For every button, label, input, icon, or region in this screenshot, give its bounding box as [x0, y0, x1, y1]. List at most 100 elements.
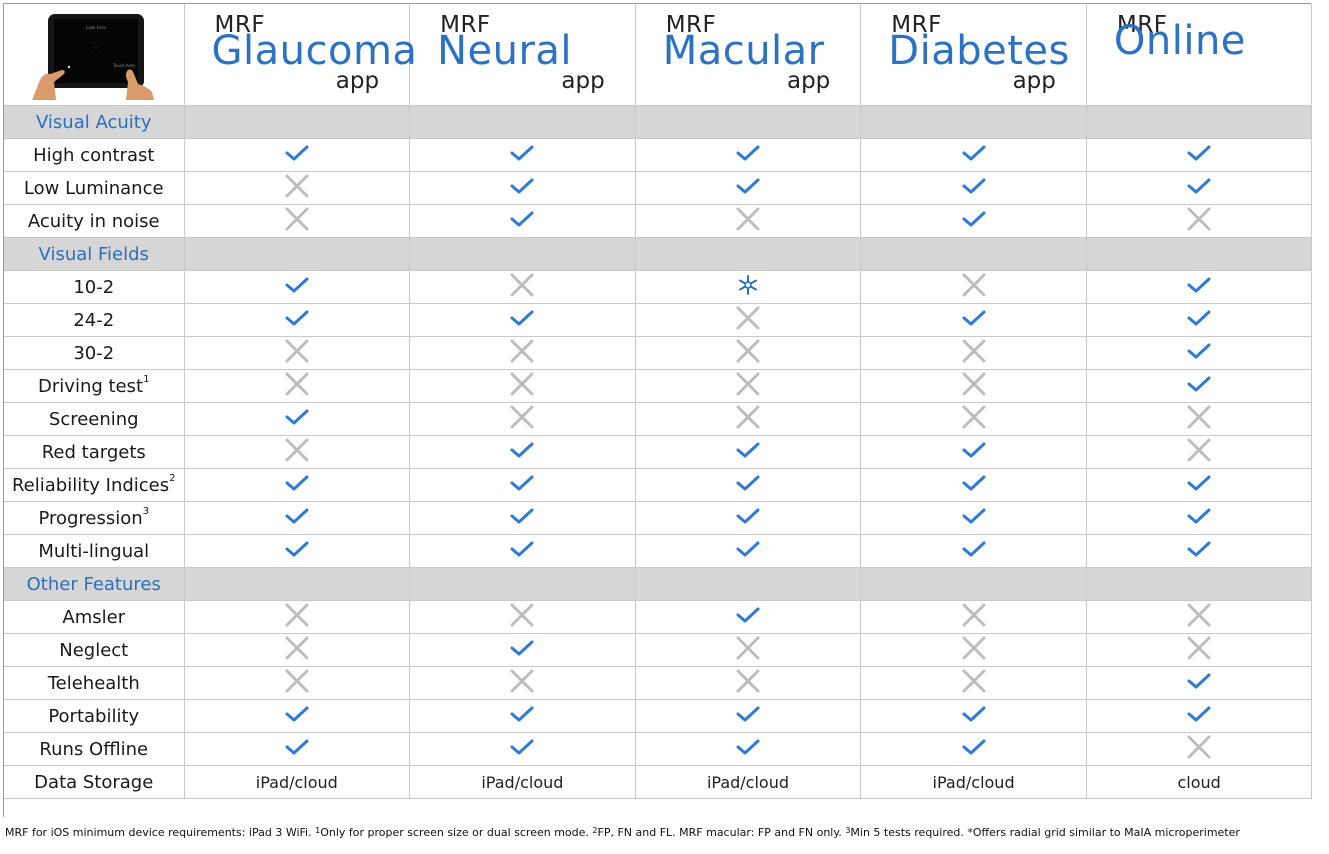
- check-icon: [1187, 310, 1211, 325]
- check-icon: [285, 541, 309, 556]
- feature-value-cell: [409, 270, 636, 304]
- feature-value-cell: [409, 369, 636, 403]
- feature-value-cell: [184, 435, 411, 469]
- feature-value-cell: [184, 204, 411, 238]
- feature-row: Amsler: [4, 600, 1313, 634]
- section-fill-cell: [1086, 567, 1313, 601]
- feature-value-cell: [1086, 204, 1313, 238]
- feature-label-cell: Low Luminance: [4, 171, 185, 205]
- comparison-table-frame: Look here + Touch here MRF Glaucoma app: [3, 3, 1313, 817]
- check-icon: [285, 409, 309, 424]
- feature-value-cell: [1086, 468, 1313, 502]
- cross-icon: [285, 636, 309, 659]
- ipad-top-text: Look here: [86, 25, 106, 30]
- cross-icon: [1187, 438, 1211, 461]
- feature-value-cell: [184, 138, 411, 172]
- section-fill-cell: [860, 105, 1087, 139]
- check-icon: [285, 145, 309, 160]
- check-icon: [736, 739, 760, 754]
- feature-value-cell: [860, 204, 1087, 238]
- cross-icon: [285, 207, 309, 230]
- cross-icon: [285, 372, 309, 395]
- cross-icon: [510, 405, 534, 428]
- check-icon: [1187, 706, 1211, 721]
- check-icon: [510, 442, 534, 457]
- feature-value-cell: [409, 666, 636, 700]
- feature-label-cell: Screening: [4, 402, 185, 436]
- feature-value-cell: [1086, 369, 1313, 403]
- feature-value-cell: [860, 303, 1087, 337]
- section-fill-cell: [409, 567, 636, 601]
- feature-value-cell: [860, 534, 1087, 568]
- check-icon: [285, 739, 309, 754]
- check-icon: [510, 178, 534, 193]
- feature-row: Low Luminance: [4, 171, 1313, 205]
- feature-footnote-marker: 2: [169, 472, 176, 484]
- feature-value-cell: [184, 600, 411, 634]
- feature-value-cell: iPad/cloud: [860, 765, 1087, 799]
- feature-value-text: iPad/cloud: [932, 772, 1015, 792]
- cross-icon: [736, 372, 760, 395]
- feature-value-cell: [184, 468, 411, 502]
- cross-icon: [1187, 405, 1211, 428]
- feature-label: Data Storage: [34, 771, 154, 793]
- check-icon: [510, 508, 534, 523]
- check-icon: [510, 475, 534, 490]
- feature-label: 24-2: [73, 309, 115, 331]
- feature-value-cell: [1086, 732, 1313, 766]
- feature-value-cell: iPad/cloud: [409, 765, 636, 799]
- cross-icon: [962, 636, 986, 659]
- feature-value-cell: [1086, 600, 1313, 634]
- feature-value-cell: [409, 600, 636, 634]
- feature-value-cell: [184, 336, 411, 370]
- feature-label: Screening: [48, 408, 139, 430]
- feature-value-cell: [1086, 171, 1313, 205]
- feature-value-cell: [635, 369, 862, 403]
- feature-value-cell: [860, 732, 1087, 766]
- feature-value-cell: [1086, 303, 1313, 337]
- feature-label: 10-2: [73, 276, 115, 298]
- app-name: Online: [1113, 18, 1246, 64]
- check-icon: [736, 706, 760, 721]
- check-icon: [962, 706, 986, 721]
- feature-value-cell: [635, 204, 862, 238]
- feature-value-cell: [860, 468, 1087, 502]
- check-icon: [1187, 541, 1211, 556]
- check-icon: [1187, 343, 1211, 358]
- check-icon: [1187, 376, 1211, 391]
- header-row: Look here + Touch here MRF Glaucoma app: [4, 4, 1313, 106]
- feature-value-cell: [184, 732, 411, 766]
- feature-label-cell: Runs Offline: [4, 732, 185, 766]
- check-icon: [962, 178, 986, 193]
- check-icon: [962, 508, 986, 523]
- cross-icon: [285, 669, 309, 692]
- footnote-sup: 3: [845, 826, 851, 835]
- footnote-part: Only for proper screen size or dual scre…: [320, 826, 593, 839]
- section-title: Other Features: [4, 567, 185, 601]
- section-header-row: Visual Fields: [4, 237, 1313, 271]
- feature-label: Runs Offline: [39, 738, 149, 760]
- check-icon: [1187, 508, 1211, 523]
- check-icon: [1187, 277, 1211, 292]
- section-header-row: Visual Acuity: [4, 105, 1313, 139]
- cross-icon: [736, 339, 760, 362]
- feature-value-cell: [409, 303, 636, 337]
- cross-icon: [510, 273, 534, 296]
- app-brand-label: MRF: [440, 12, 491, 38]
- feature-value-cell: [409, 204, 636, 238]
- check-icon: [1187, 145, 1211, 160]
- check-icon: [962, 442, 986, 457]
- feature-row: Neglect: [4, 633, 1313, 667]
- feature-value-cell: [409, 171, 636, 205]
- app-header-diabetes: MRF Diabetes app: [860, 4, 1087, 106]
- feature-value-cell: [860, 402, 1087, 436]
- feature-value-cell: [409, 633, 636, 667]
- feature-value-cell: [860, 699, 1087, 733]
- feature-label: Neglect: [59, 639, 129, 661]
- cross-icon: [736, 405, 760, 428]
- feature-value-cell: [1086, 270, 1313, 304]
- feature-row: Driving test1: [4, 369, 1313, 403]
- feature-value-cell: [635, 171, 862, 205]
- feature-value-cell: [635, 270, 862, 304]
- feature-value-cell: [409, 336, 636, 370]
